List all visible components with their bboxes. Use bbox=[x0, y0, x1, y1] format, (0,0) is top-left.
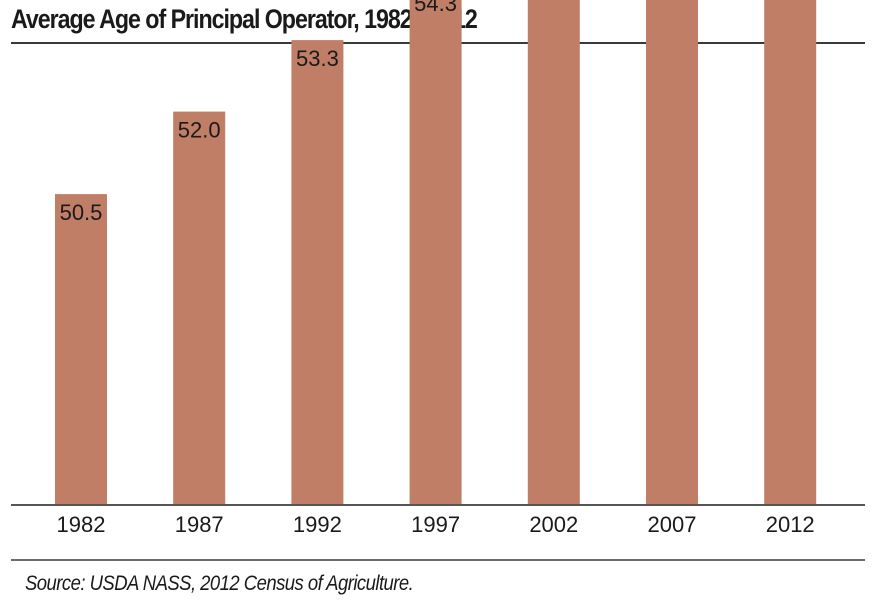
source-note: Source: USDA NASS, 2012 Census of Agricu… bbox=[25, 572, 414, 595]
x-tick-1982: 1982 bbox=[57, 512, 106, 537]
data-label-1997: 54.3 bbox=[414, 0, 457, 16]
x-tick-2012: 2012 bbox=[766, 512, 815, 537]
x-tick-2007: 2007 bbox=[648, 512, 697, 537]
bar-2002 bbox=[527, 0, 580, 505]
data-label-1982: 50.5 bbox=[60, 200, 103, 225]
x-tick-1992: 1992 bbox=[293, 512, 342, 537]
bar-2012 bbox=[764, 0, 817, 505]
chart-title: Average Age of Principal Operator, 1982 … bbox=[11, 4, 478, 34]
x-tick-labels: 1982 1987 1992 1997 2002 2007 2012 bbox=[57, 512, 815, 537]
bar-2007 bbox=[646, 0, 698, 505]
bar-1982 bbox=[55, 194, 107, 505]
bar-1987 bbox=[173, 111, 226, 505]
bar-1997 bbox=[409, 0, 462, 506]
x-tick-1987: 1987 bbox=[175, 512, 224, 537]
data-label-1987: 52.0 bbox=[178, 118, 221, 143]
x-tick-2002: 2002 bbox=[529, 512, 578, 537]
data-label-1992: 53.3 bbox=[296, 46, 339, 71]
footer-divider bbox=[11, 559, 865, 561]
x-tick-1997: 1997 bbox=[411, 512, 460, 537]
bars-group: 50.552.053.354.355.357.158.3 bbox=[55, 0, 817, 506]
bar-1992 bbox=[291, 40, 344, 505]
